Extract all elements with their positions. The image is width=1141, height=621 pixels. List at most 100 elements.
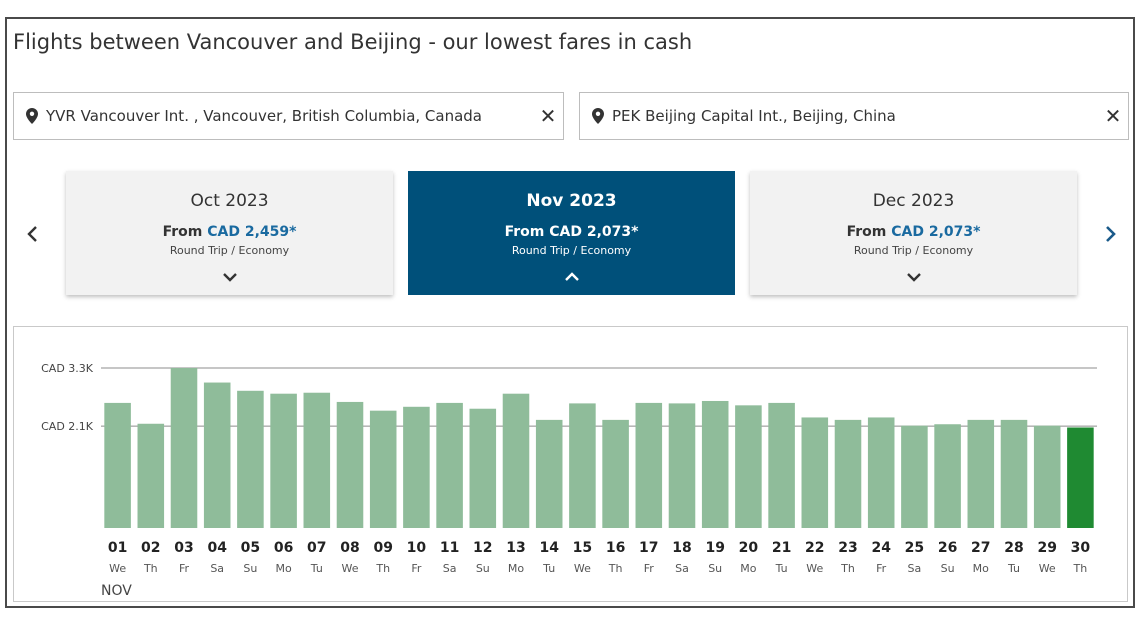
day-number-label: 16 (606, 540, 625, 556)
day-number-label: 05 (241, 540, 260, 556)
day-number-label: 17 (639, 540, 658, 556)
fare-type: Round Trip / Economy (853, 244, 974, 257)
chevron-down-icon (222, 273, 237, 282)
weekday-label: Su (708, 562, 722, 575)
fare-bar-07[interactable] (303, 392, 331, 528)
month-card-dec-2023[interactable]: Dec 2023 From CAD 2,073* Round Trip / Ec… (750, 171, 1077, 295)
fare-bar-03[interactable] (170, 368, 198, 528)
fare-bar-23[interactable] (834, 419, 862, 528)
clear-destination-icon[interactable]: ✕ (1104, 104, 1122, 128)
weekday-label: We (109, 562, 126, 575)
fare-bar-05[interactable] (237, 390, 264, 528)
weekday-label: Sa (210, 562, 224, 575)
day-number-label: 09 (373, 540, 392, 556)
fare-bar-20[interactable] (735, 405, 762, 528)
fare-bar-06[interactable] (270, 393, 297, 528)
day-number-label: 02 (141, 540, 160, 556)
fare-bar-29[interactable] (1033, 425, 1061, 528)
day-number-label: 08 (340, 540, 359, 556)
fare-bar-26[interactable] (934, 424, 961, 528)
month-lowest-fare: From CAD 2,073* (846, 224, 981, 240)
fare-bar-04[interactable] (203, 382, 231, 528)
fare-bar-08[interactable] (336, 401, 364, 528)
fare-type: Round Trip / Economy (511, 244, 632, 257)
chevron-down-icon (906, 273, 921, 282)
fare-bar-18[interactable] (668, 403, 696, 528)
weekday-label: We (574, 562, 591, 575)
fare-bar-30[interactable] (1067, 427, 1094, 528)
weekday-label: We (1039, 562, 1056, 575)
destination-field[interactable]: PEK Beijing Capital Int., Beijing, China… (579, 92, 1129, 140)
day-number-label: 28 (1004, 540, 1023, 556)
fare-bar-16[interactable] (602, 419, 629, 528)
day-number-label: 13 (506, 540, 525, 556)
day-number-label: 03 (174, 540, 193, 556)
fare-bar-13[interactable] (502, 393, 530, 528)
origin-field[interactable]: YVR Vancouver Int. , Vancouver, British … (13, 92, 564, 140)
fare-bar-27[interactable] (967, 419, 995, 528)
day-number-label: 14 (539, 540, 559, 556)
fare-bar-14[interactable] (535, 419, 563, 528)
day-number-label: 20 (739, 540, 759, 556)
month-card-oct-2023[interactable]: Oct 2023 From CAD 2,459* Round Trip / Ec… (66, 171, 393, 295)
fare-type: Round Trip / Economy (169, 244, 290, 257)
fare-bar-11[interactable] (436, 402, 463, 528)
day-number-label: 11 (440, 540, 459, 556)
fare-bar-09[interactable] (369, 410, 397, 528)
weekday-label: We (342, 562, 359, 575)
weekday-label: Mo (740, 562, 756, 575)
weekday-label: Fr (179, 562, 190, 575)
chevron-up-icon (564, 272, 579, 281)
next-month-button[interactable] (1099, 220, 1123, 248)
weekday-label: Sa (675, 562, 689, 575)
weekday-label: Th (375, 562, 390, 575)
weekday-label: Su (476, 562, 490, 575)
fare-bar-22[interactable] (801, 417, 829, 528)
weekday-label: Mo (508, 562, 524, 575)
weekday-label: Th (840, 562, 855, 575)
weekday-label: Fr (411, 562, 422, 575)
y-tick-label: CAD 2.1K (41, 420, 94, 433)
fare-bar-21[interactable] (768, 402, 795, 528)
day-number-label: 29 (1037, 540, 1056, 556)
day-number-label: 15 (573, 540, 592, 556)
weekday-label: Th (1073, 562, 1088, 575)
fare-bar-10[interactable] (403, 406, 430, 528)
month-name: Oct 2023 (190, 191, 269, 211)
day-number-label: 27 (971, 540, 990, 556)
day-number-label: 07 (307, 540, 326, 556)
month-name: Dec 2023 (872, 191, 955, 211)
fare-bar-19[interactable] (701, 400, 729, 528)
clear-origin-icon[interactable]: ✕ (539, 104, 557, 128)
day-number-label: 30 (1071, 540, 1091, 556)
fare-bar-28[interactable] (1000, 419, 1028, 528)
weekday-label: Th (143, 562, 158, 575)
day-number-label: 04 (207, 540, 227, 556)
fare-bar-01[interactable] (104, 402, 131, 528)
weekday-label: We (806, 562, 823, 575)
fare-bar-17[interactable] (635, 402, 663, 528)
weekday-label: Th (608, 562, 623, 575)
month-card-nov-2023[interactable]: Nov 2023 From CAD 2,073* Round Trip / Ec… (408, 171, 735, 295)
daily-fare-chart: CAD 3.3K CAD 2.1K 01 We 02 Th 03 Fr 04 Sa 05 Su 06 Mo… (13, 326, 1128, 602)
day-number-label: 06 (274, 540, 293, 556)
weekday-label: Mo (973, 562, 989, 575)
weekday-label: Fr (876, 562, 887, 575)
day-number-label: 24 (871, 540, 891, 556)
day-number-label: 23 (838, 540, 857, 556)
fare-bar-15[interactable] (569, 403, 596, 528)
day-number-label: 01 (108, 540, 127, 556)
weekday-label: Sa (443, 562, 457, 575)
weekday-label: Tu (542, 562, 555, 575)
month-name: Nov 2023 (526, 191, 617, 211)
fare-bar-02[interactable] (137, 423, 165, 528)
fare-bar-25[interactable] (901, 425, 928, 528)
weekday-label: Tu (1007, 562, 1020, 575)
weekday-label: Su (941, 562, 955, 575)
day-number-label: 12 (473, 540, 492, 556)
day-number-label: 10 (407, 540, 427, 556)
previous-month-button[interactable] (20, 220, 44, 248)
fare-bar-24[interactable] (867, 417, 895, 528)
fare-bar-12[interactable] (469, 408, 497, 528)
chevron-right-icon (1106, 226, 1116, 242)
